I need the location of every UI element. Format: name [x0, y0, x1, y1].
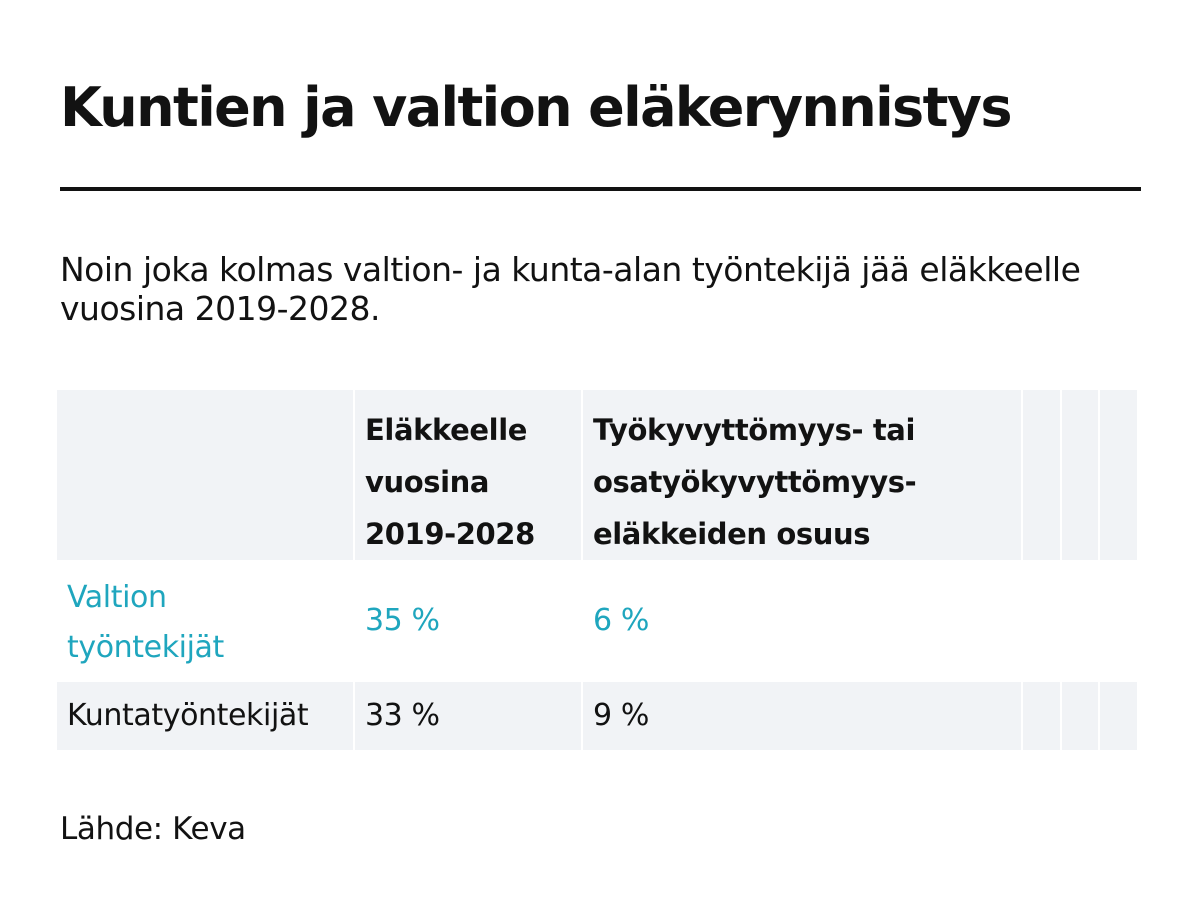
header-empty-cell — [1062, 390, 1098, 560]
table-cell-valtion-retirement: 35 % — [365, 603, 440, 638]
table-cell-kunta-disability: 9 % — [583, 682, 1021, 750]
data-table: Eläkkeelle vuosina 2019-2028 Työkyvyttöm… — [57, 390, 1137, 750]
row-empty-cell — [1023, 682, 1060, 750]
chart-subtitle: Noin joka kolmas valtion- ja kunta-alan … — [60, 250, 1081, 328]
row-empty-cell — [1100, 682, 1137, 750]
row-empty-cell — [1062, 682, 1098, 750]
row-label-kunta: Kuntatyöntekijät — [57, 682, 353, 750]
table-cell-kunta-retirement: 33 % — [355, 682, 581, 750]
chart-title: Kuntien ja valtion eläkerynnistys — [60, 76, 1013, 139]
header-corner-cell — [57, 390, 353, 560]
column-header-retirement: Eläkkeelle vuosina 2019-2028 — [355, 390, 581, 560]
source-note: Lähde: Keva — [60, 811, 246, 847]
title-divider — [60, 187, 1141, 191]
row-label-valtion: Valtion työntekijät — [67, 580, 224, 665]
header-empty-cell — [1100, 390, 1137, 560]
header-empty-cell — [1023, 390, 1060, 560]
column-header-disability-share: Työkyvyttömyys- tai osatyökyvyttömyys-el… — [583, 390, 1021, 560]
table-cell-valtion-disability: 6 % — [593, 603, 649, 638]
